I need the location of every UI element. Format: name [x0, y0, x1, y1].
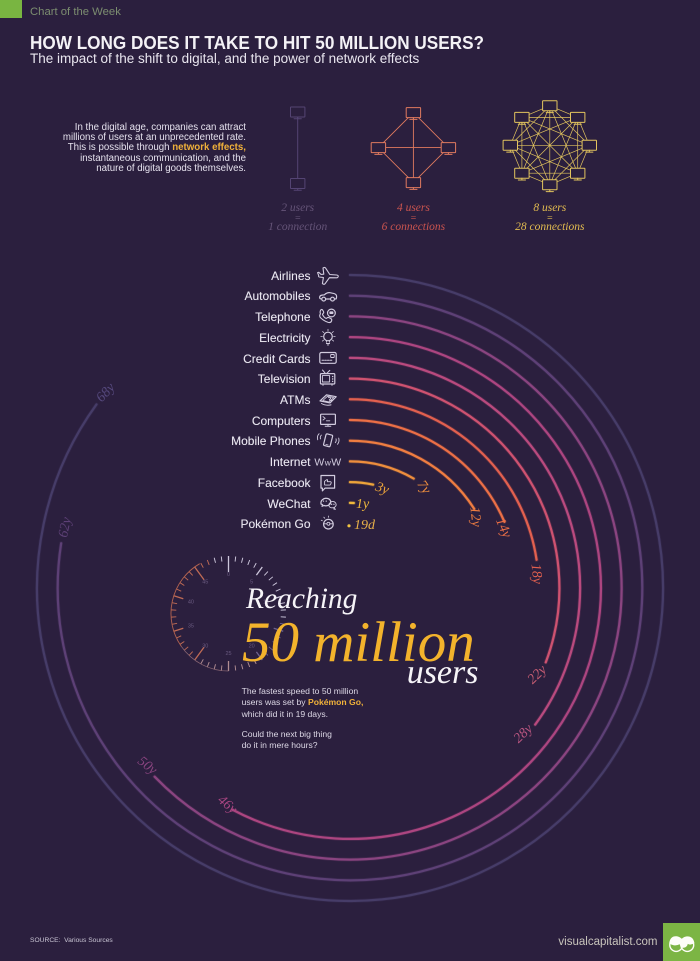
- svg-text:5: 5: [250, 580, 253, 586]
- svg-text:62y: 62y: [56, 515, 75, 539]
- svg-text:25: 25: [225, 651, 231, 657]
- svg-text:WwW: WwW: [314, 457, 341, 469]
- svg-text:3y: 3y: [372, 479, 391, 498]
- svg-text:18y: 18y: [527, 563, 544, 585]
- svg-text:35: 35: [188, 624, 194, 630]
- svg-text:46y: 46y: [214, 793, 240, 818]
- svg-text:50y: 50y: [134, 754, 160, 779]
- svg-text:1y: 1y: [356, 497, 370, 512]
- svg-text:0: 0: [227, 572, 230, 578]
- svg-text:40: 40: [188, 599, 194, 605]
- svg-text:20: 20: [249, 644, 255, 650]
- svg-text:30: 30: [202, 644, 208, 650]
- svg-text:22y: 22y: [525, 662, 551, 687]
- svg-text:45: 45: [202, 580, 208, 586]
- svg-text:68y: 68y: [94, 380, 119, 406]
- svg-text:7y: 7y: [414, 478, 434, 498]
- svg-text:14y: 14y: [492, 516, 514, 541]
- svg-text:15: 15: [263, 624, 269, 630]
- svg-text:19d: 19d: [354, 518, 376, 533]
- svg-text:12y: 12y: [466, 506, 483, 528]
- svg-text:10: 10: [263, 599, 269, 605]
- svg-text:28y: 28y: [511, 721, 537, 746]
